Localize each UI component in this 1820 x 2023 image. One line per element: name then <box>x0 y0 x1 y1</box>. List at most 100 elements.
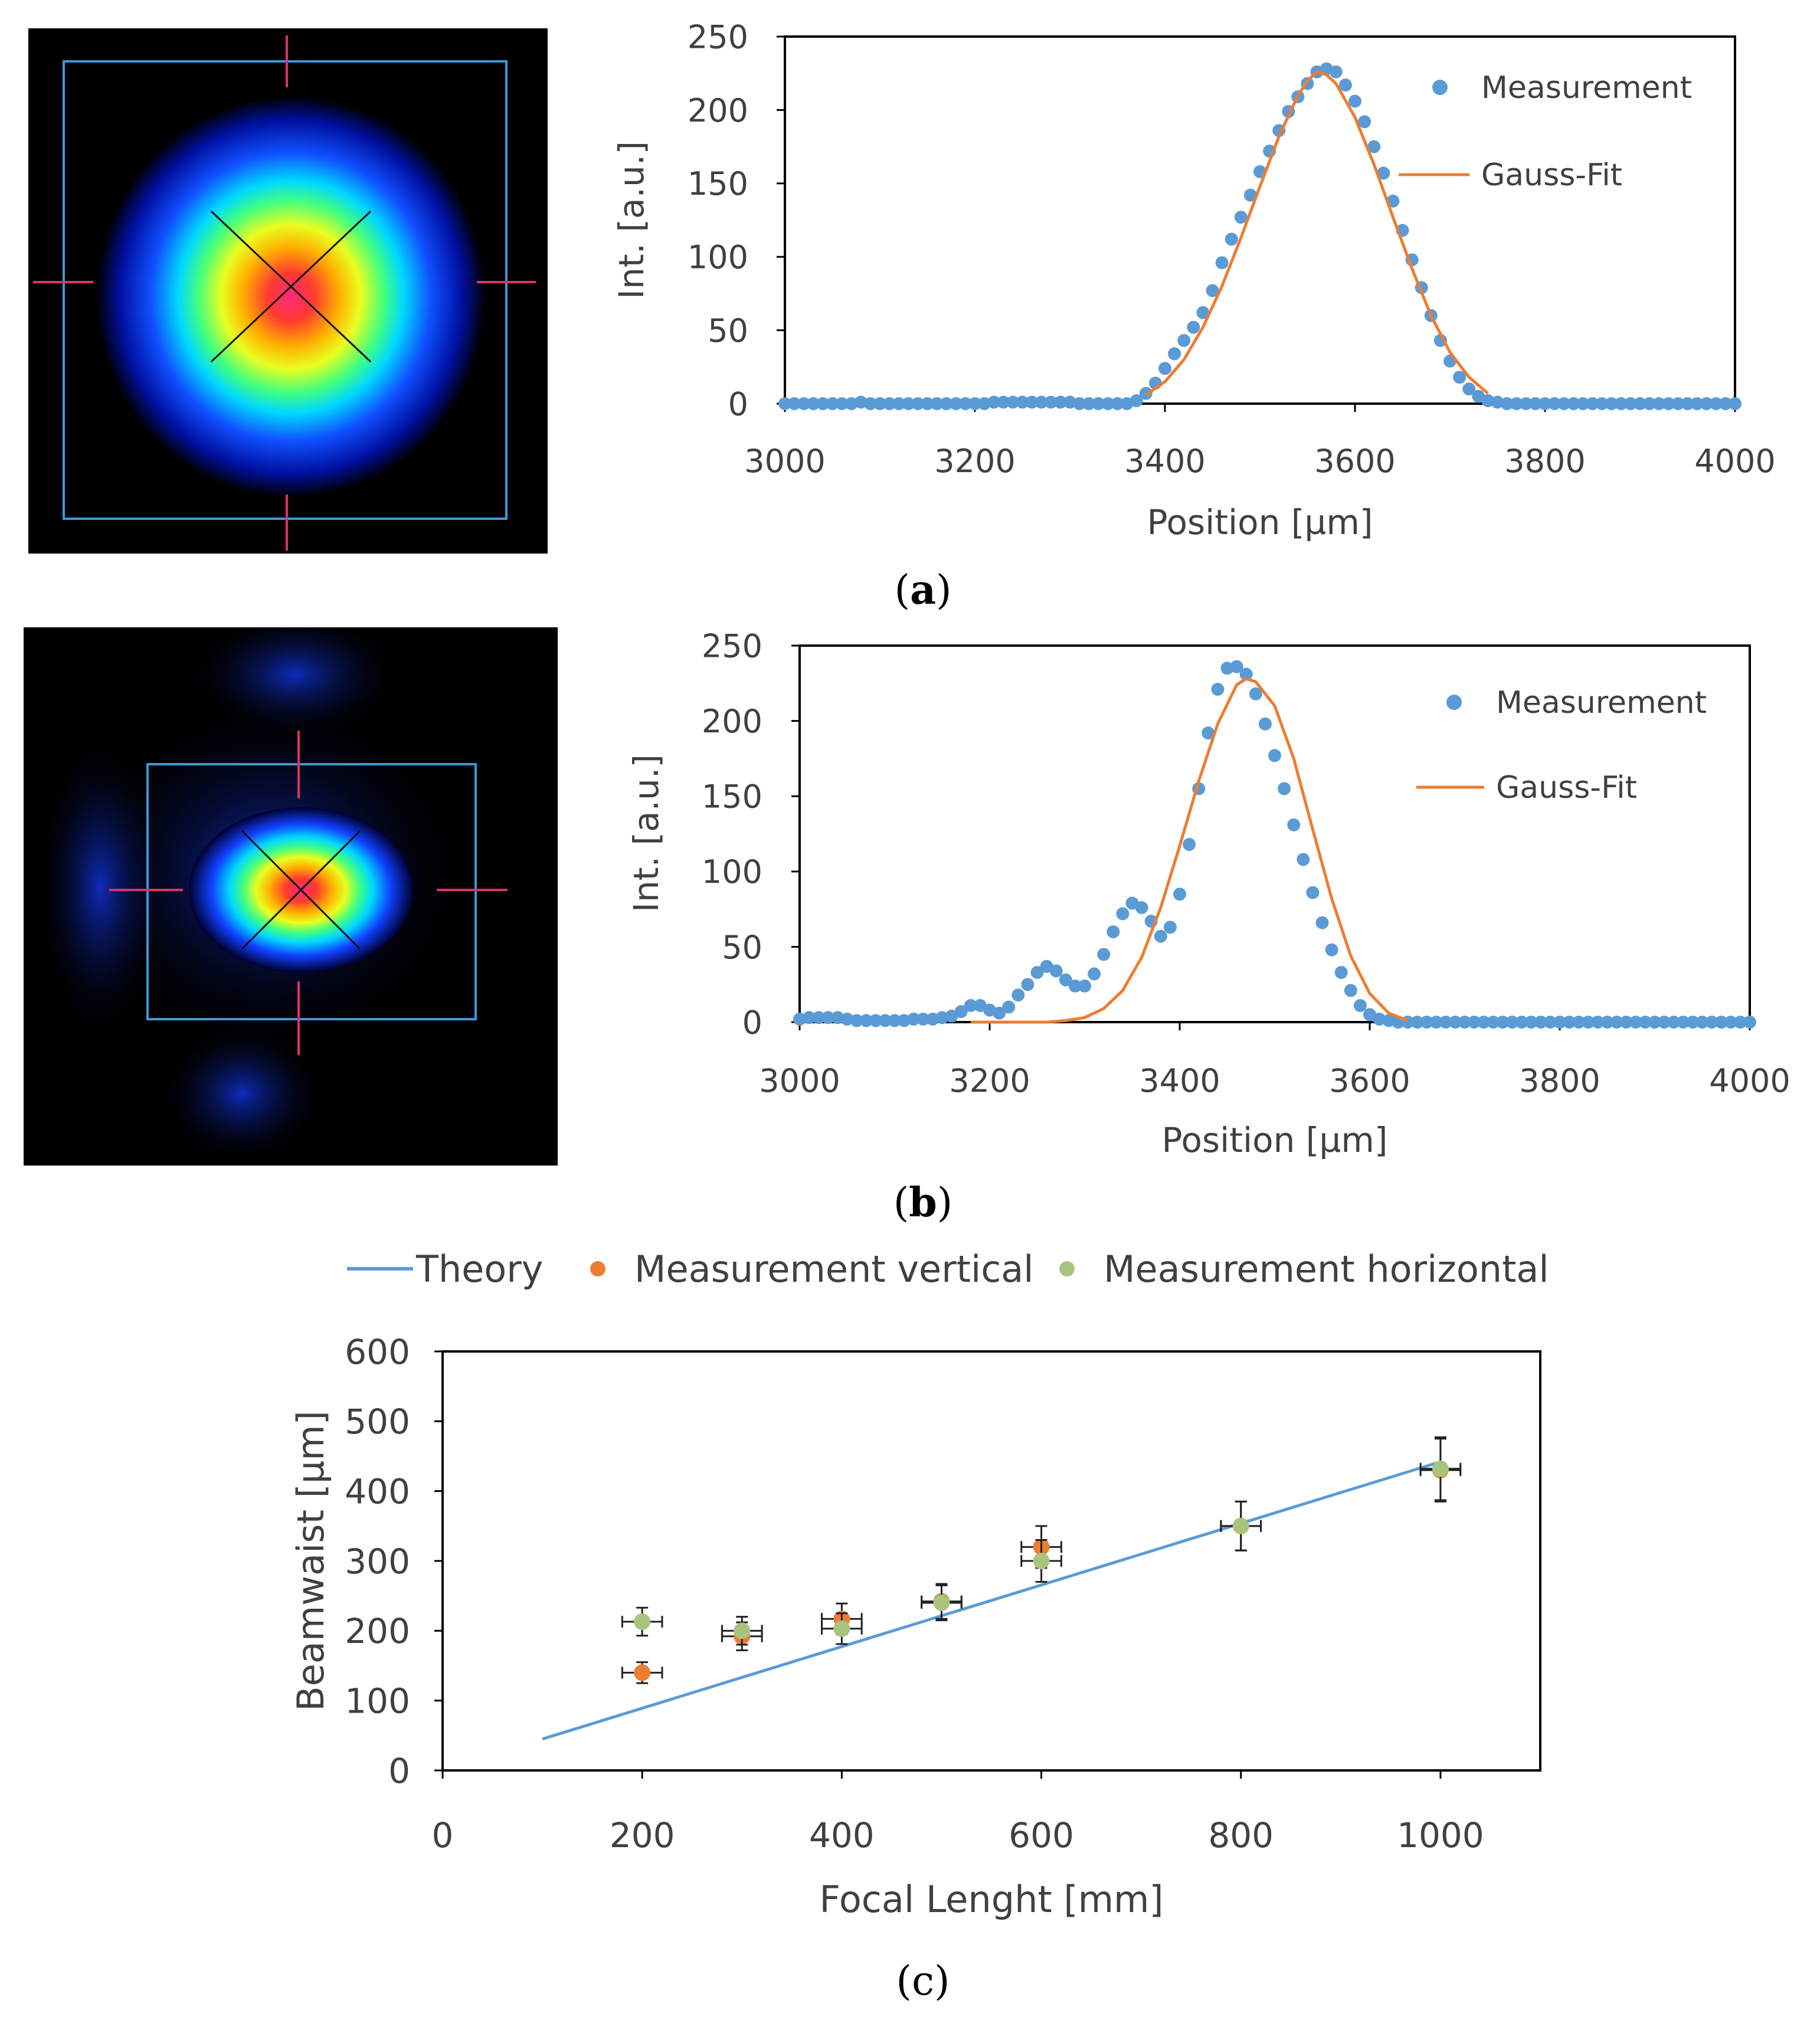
data-point <box>1705 1016 1718 1029</box>
data-point <box>1306 886 1320 899</box>
data-point <box>1177 334 1191 347</box>
caption-a: (a) <box>864 567 982 614</box>
legend-c: Theory Measurement vertical Measurement ho… <box>347 1248 1549 1291</box>
x-axis-title: Position [µm] <box>1162 1120 1388 1160</box>
x-tick-label: 4000 <box>1709 1062 1790 1099</box>
data-point <box>888 1014 901 1027</box>
data-point <box>921 397 934 410</box>
data-point <box>1135 901 1148 914</box>
legend-label-gauss-fit: Gauss-Fit <box>1496 770 1637 806</box>
data-point <box>1439 1016 1452 1029</box>
data-point <box>1729 397 1742 410</box>
data-point <box>1059 973 1072 987</box>
data-point <box>807 397 820 410</box>
data-point <box>878 1014 892 1027</box>
beam-profile-a-graphic <box>28 28 548 554</box>
data-point <box>1709 397 1723 410</box>
data-point <box>892 397 906 410</box>
data-point <box>1021 978 1035 991</box>
data-point <box>1232 1517 1249 1534</box>
data-point <box>1487 1016 1500 1029</box>
data-point <box>1491 395 1504 409</box>
data-point <box>1510 397 1523 410</box>
data-point <box>1154 929 1167 943</box>
y-tick-label: 200 <box>702 703 762 740</box>
data-point <box>898 1014 911 1027</box>
data-point <box>1681 397 1694 410</box>
legend-label-vertical: Measurement vertical <box>634 1248 1034 1291</box>
data-point <box>1586 397 1599 410</box>
x-tick-label: 3200 <box>949 1062 1030 1099</box>
data-point <box>1258 717 1272 731</box>
data-point <box>1500 397 1514 410</box>
data-point <box>1073 397 1086 410</box>
series-line <box>542 1460 1441 1741</box>
data-point <box>1591 1016 1605 1029</box>
data-point <box>1082 397 1096 410</box>
x-axis-title: Position [µm] <box>1147 502 1373 542</box>
data-point <box>1315 916 1329 929</box>
y-tick-label: 200 <box>688 92 748 129</box>
data-point <box>1432 1460 1449 1477</box>
y-tick-label: 0 <box>388 1751 410 1791</box>
data-point <box>1325 943 1338 957</box>
data-point <box>863 397 877 410</box>
data-point <box>869 1014 882 1027</box>
data-point <box>1539 397 1551 410</box>
data-point <box>1643 397 1657 410</box>
data-point <box>1329 65 1343 78</box>
y-tick-label: 100 <box>345 1681 410 1721</box>
legend-a: Measurement Gauss-Fit <box>1399 70 1692 193</box>
data-point <box>1249 687 1262 700</box>
data-point <box>1619 1016 1633 1029</box>
y-tick-label: 200 <box>345 1611 410 1651</box>
data-point <box>1458 1016 1471 1029</box>
data-point <box>935 1011 949 1024</box>
data-point <box>987 395 1001 409</box>
plot-area-b <box>798 644 1751 1023</box>
y-tick-label: 50 <box>722 929 762 966</box>
x-tick-label: 400 <box>809 1815 875 1855</box>
data-point <box>1130 394 1143 407</box>
series-theory <box>542 1460 1441 1741</box>
series-gauss-fit <box>1145 70 1490 397</box>
data-point <box>1202 726 1215 739</box>
caption-b-close: ) <box>937 1180 953 1226</box>
legend-marker-measurement <box>1446 695 1462 710</box>
y-tick-label: 50 <box>708 312 748 349</box>
data-point <box>634 1664 651 1681</box>
x-tick-label: 0 <box>432 1815 454 1855</box>
data-point <box>1215 256 1229 270</box>
caption-b-letter: b <box>909 1179 937 1226</box>
data-point <box>821 1011 835 1024</box>
x-tick-label: 3600 <box>1314 443 1395 480</box>
beam-profile-b-graphic <box>24 627 558 1166</box>
legend-label-horizontal: Measurement horizontal <box>1104 1248 1549 1291</box>
data-point <box>1563 1016 1576 1029</box>
x-tick-label: 800 <box>1208 1815 1274 1855</box>
y-tick-label: 250 <box>702 627 762 664</box>
data-point <box>978 397 991 410</box>
caption-c-letter: c <box>911 1958 935 2005</box>
data-point <box>1595 397 1609 410</box>
data-point <box>1519 397 1533 410</box>
data-point <box>1373 1012 1386 1026</box>
data-point <box>883 397 896 410</box>
data-point <box>1211 683 1225 696</box>
data-point <box>1377 166 1390 180</box>
data-point <box>833 1620 850 1637</box>
chart-c: 0 200 400 600 800 1000 0 100 200 300 400 500 600 Foca… <box>289 1248 1549 1921</box>
x-tick-label: 3400 <box>1124 443 1205 480</box>
data-point <box>1158 362 1171 375</box>
data-point <box>1187 320 1200 334</box>
data-point <box>803 1011 816 1024</box>
data-point <box>1243 188 1257 202</box>
data-point <box>902 397 915 410</box>
data-point <box>1035 395 1048 409</box>
y-axis-title: Int. [a.u.] <box>611 141 652 299</box>
data-point <box>844 397 858 410</box>
data-point <box>1348 94 1361 108</box>
data-point <box>1677 1016 1690 1029</box>
plot-area-c <box>441 1350 1541 1772</box>
y-tick-label: 500 <box>345 1402 410 1442</box>
